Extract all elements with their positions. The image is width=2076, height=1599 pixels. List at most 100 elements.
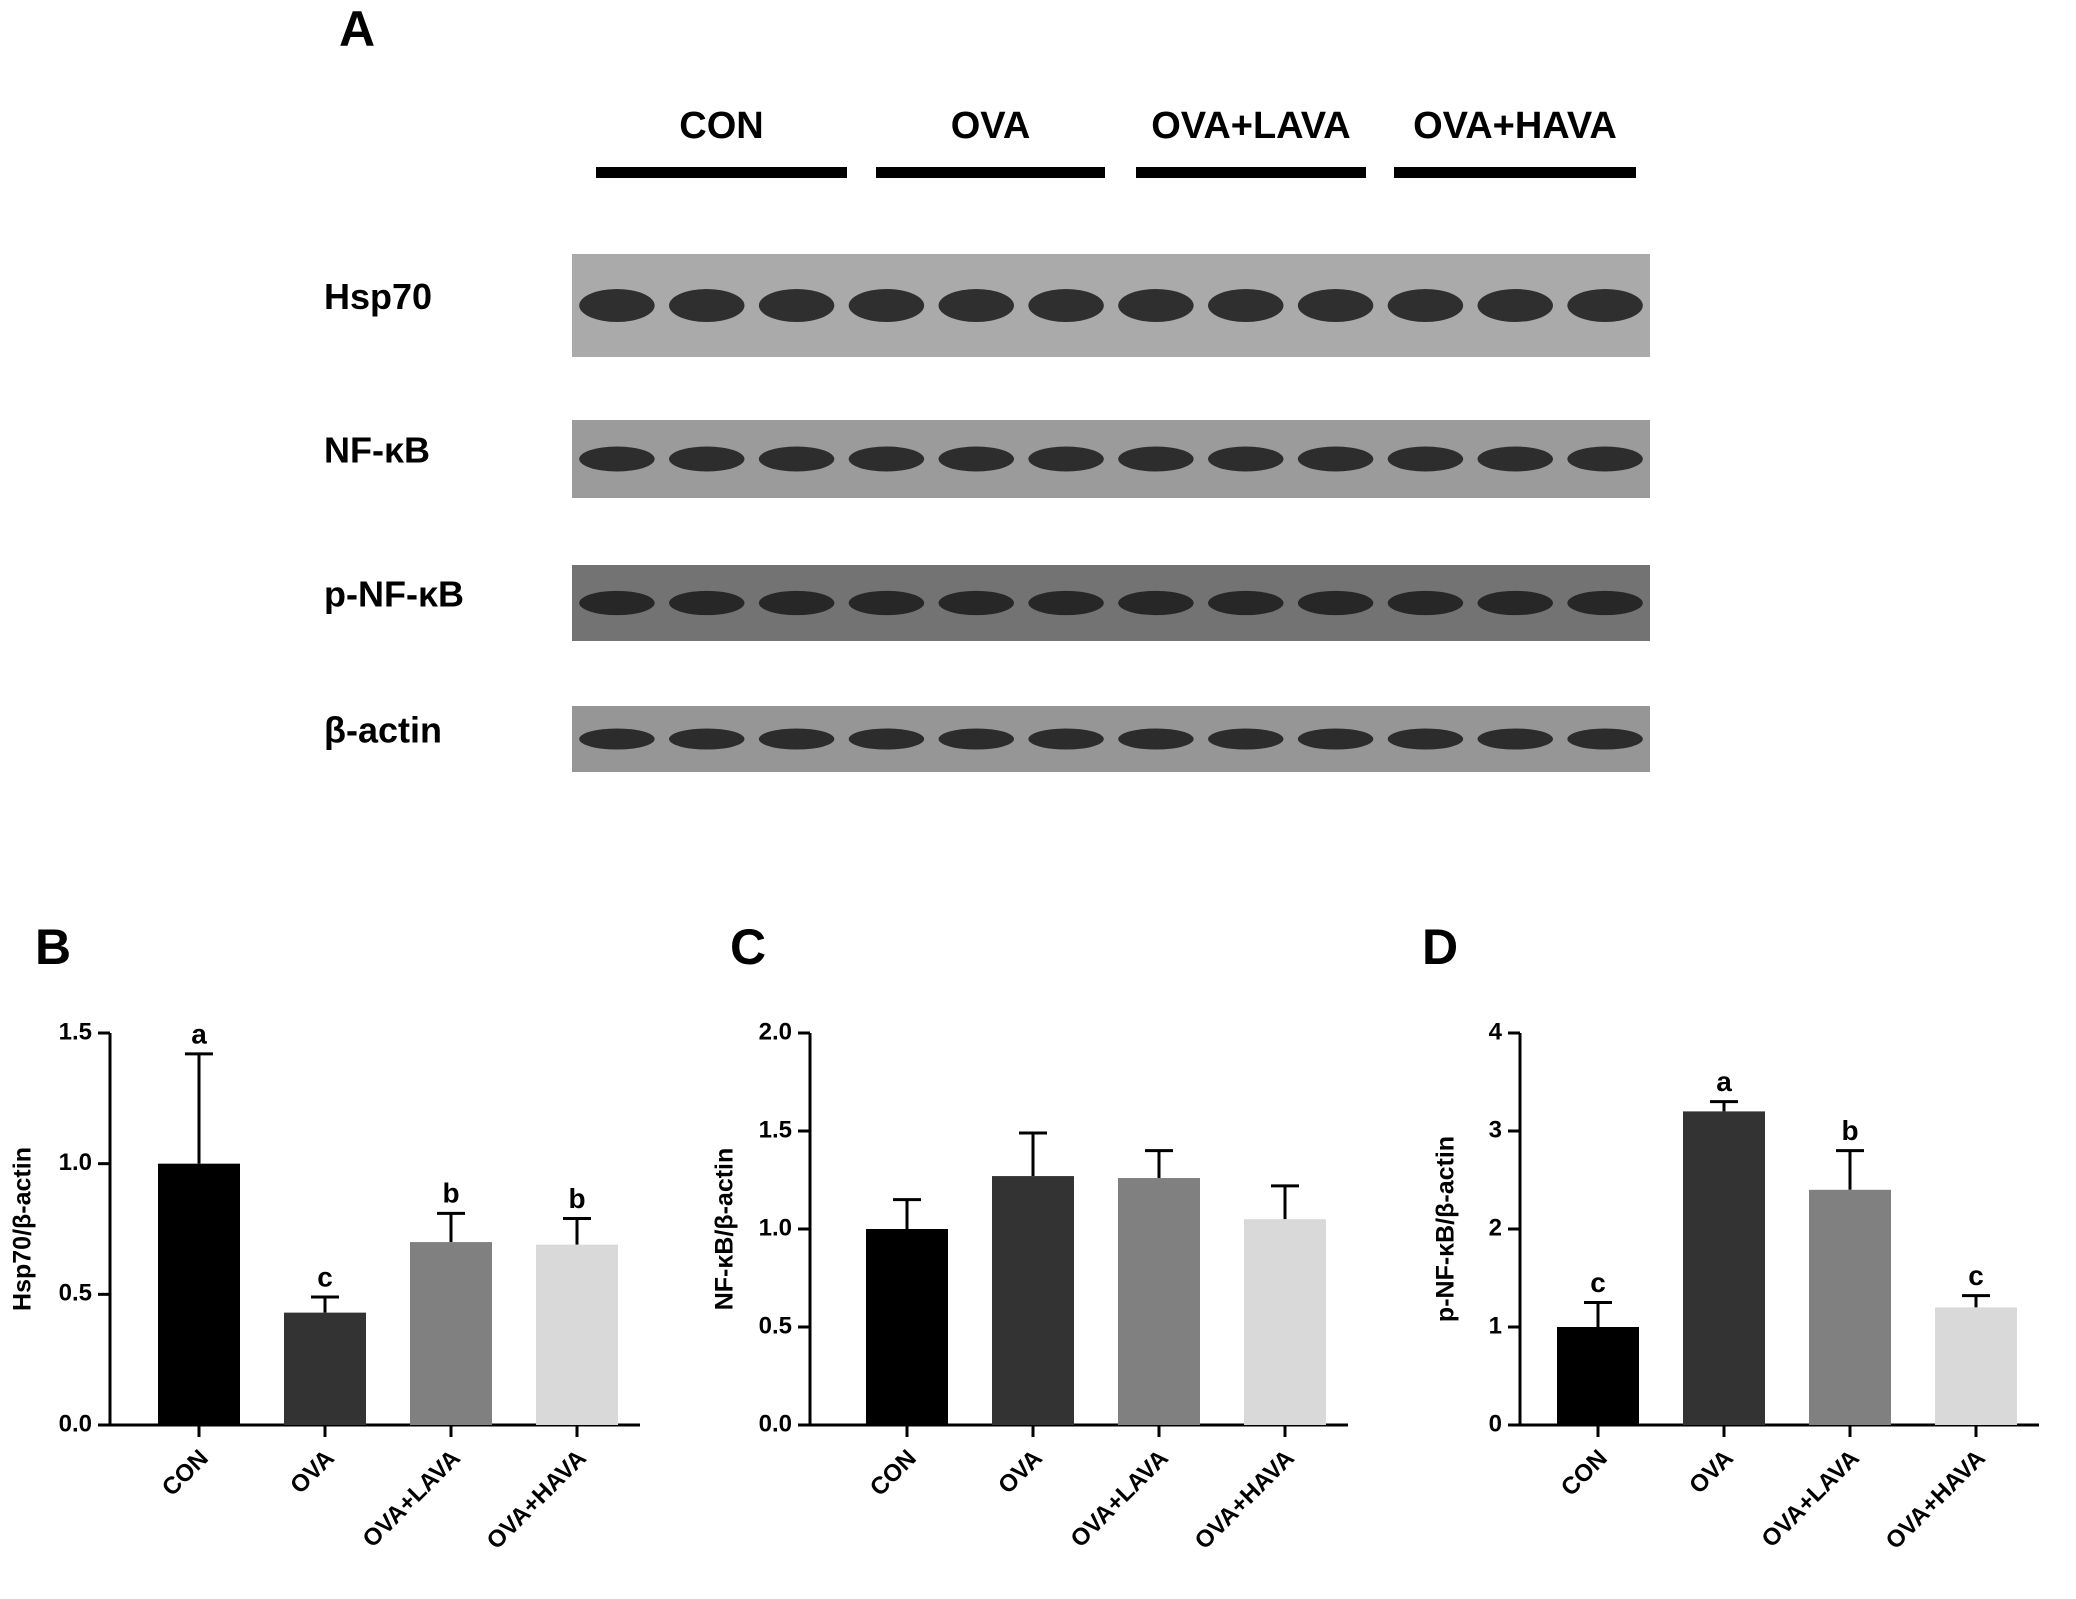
panel-label: D	[1422, 919, 1458, 975]
group-line	[876, 167, 1105, 178]
band	[1028, 289, 1104, 322]
band	[669, 728, 745, 750]
bar	[1244, 1219, 1326, 1425]
band	[758, 728, 835, 750]
protein-label: p-NF-κB	[324, 574, 464, 615]
band	[1387, 728, 1464, 750]
y-tick-label: 1.0	[59, 1149, 92, 1176]
band	[669, 590, 745, 616]
bar	[1557, 1327, 1639, 1425]
significance-letter: b	[568, 1183, 585, 1214]
band	[1028, 728, 1104, 750]
band	[579, 289, 655, 322]
y-axis-label: NF-κB/β-actin	[711, 1148, 739, 1311]
band	[1028, 590, 1104, 616]
group-label: OVA+HAVA	[1413, 105, 1617, 147]
band	[1118, 728, 1194, 750]
bar	[1935, 1307, 2017, 1425]
band	[669, 446, 745, 472]
band	[758, 446, 835, 472]
y-tick-label: 1.5	[59, 1018, 92, 1045]
band	[848, 289, 925, 322]
band	[938, 289, 1014, 322]
band	[1297, 446, 1374, 472]
band	[1297, 590, 1374, 616]
band	[1118, 590, 1194, 616]
blot	[572, 706, 1650, 772]
y-tick-label: 1	[1489, 1312, 1502, 1339]
bar	[158, 1163, 240, 1425]
band	[579, 446, 655, 472]
band	[1208, 446, 1284, 472]
band	[1477, 728, 1553, 750]
band	[1567, 590, 1643, 616]
y-tick-label: 0.5	[759, 1312, 792, 1339]
significance-letter: a	[1716, 1066, 1732, 1097]
y-tick-label: 1.0	[759, 1214, 792, 1241]
bar	[866, 1229, 948, 1425]
y-tick-label: 0.0	[759, 1410, 792, 1437]
significance-letter: c	[1968, 1260, 1984, 1291]
band	[848, 590, 925, 616]
significance-letter: c	[317, 1261, 333, 1292]
significance-letter: b	[442, 1178, 459, 1209]
band	[848, 728, 925, 750]
blot	[572, 420, 1650, 498]
bar	[1809, 1189, 1891, 1425]
bar	[536, 1244, 618, 1425]
y-tick-label: 2.0	[759, 1018, 792, 1045]
group-line	[1394, 167, 1636, 178]
y-tick-label: 2	[1489, 1214, 1502, 1241]
protein-label: Hsp70	[324, 276, 432, 317]
significance-letter: c	[1590, 1267, 1606, 1298]
band	[579, 590, 655, 616]
y-tick-label: 0.0	[59, 1410, 92, 1437]
y-tick-label: 3	[1489, 1116, 1502, 1143]
panel-label: A	[339, 1, 375, 57]
protein-label: NF-κB	[324, 430, 430, 471]
band	[1567, 728, 1643, 750]
band	[1208, 728, 1284, 750]
y-tick-label: 0.5	[59, 1280, 92, 1307]
group-line	[1136, 167, 1366, 178]
y-tick-label: 0	[1489, 1410, 1502, 1437]
band	[758, 590, 835, 616]
band	[1477, 446, 1553, 472]
y-axis-label: p-NF-κB/β-actin	[1432, 1136, 1460, 1322]
band	[758, 289, 835, 322]
y-axis-label: Hsp70/β-actin	[9, 1147, 37, 1311]
bar	[1683, 1111, 1765, 1425]
band	[1297, 289, 1374, 322]
blot	[572, 565, 1650, 641]
band	[848, 446, 925, 472]
band	[1297, 728, 1374, 750]
band	[1118, 289, 1194, 322]
band	[669, 289, 745, 322]
significance-letter: b	[1841, 1115, 1858, 1146]
panel-label: B	[35, 919, 71, 975]
band	[1028, 446, 1104, 472]
band	[1118, 446, 1194, 472]
band	[1477, 590, 1553, 616]
band	[1567, 446, 1643, 472]
y-tick-label: 4	[1489, 1018, 1503, 1045]
band	[1387, 289, 1464, 322]
band	[1567, 289, 1643, 322]
protein-label: β-actin	[324, 710, 442, 751]
bar	[410, 1242, 492, 1425]
bar	[992, 1176, 1074, 1425]
bar	[1118, 1178, 1200, 1425]
band	[579, 728, 655, 750]
band	[1477, 289, 1553, 322]
band	[1208, 289, 1284, 322]
band	[938, 728, 1014, 750]
band	[1387, 590, 1464, 616]
band	[938, 590, 1014, 616]
band	[1208, 590, 1284, 616]
group-label: OVA+LAVA	[1151, 105, 1351, 147]
group-line	[596, 167, 847, 178]
band	[1387, 446, 1464, 472]
blot	[572, 254, 1650, 357]
y-tick-label: 1.5	[759, 1116, 792, 1143]
